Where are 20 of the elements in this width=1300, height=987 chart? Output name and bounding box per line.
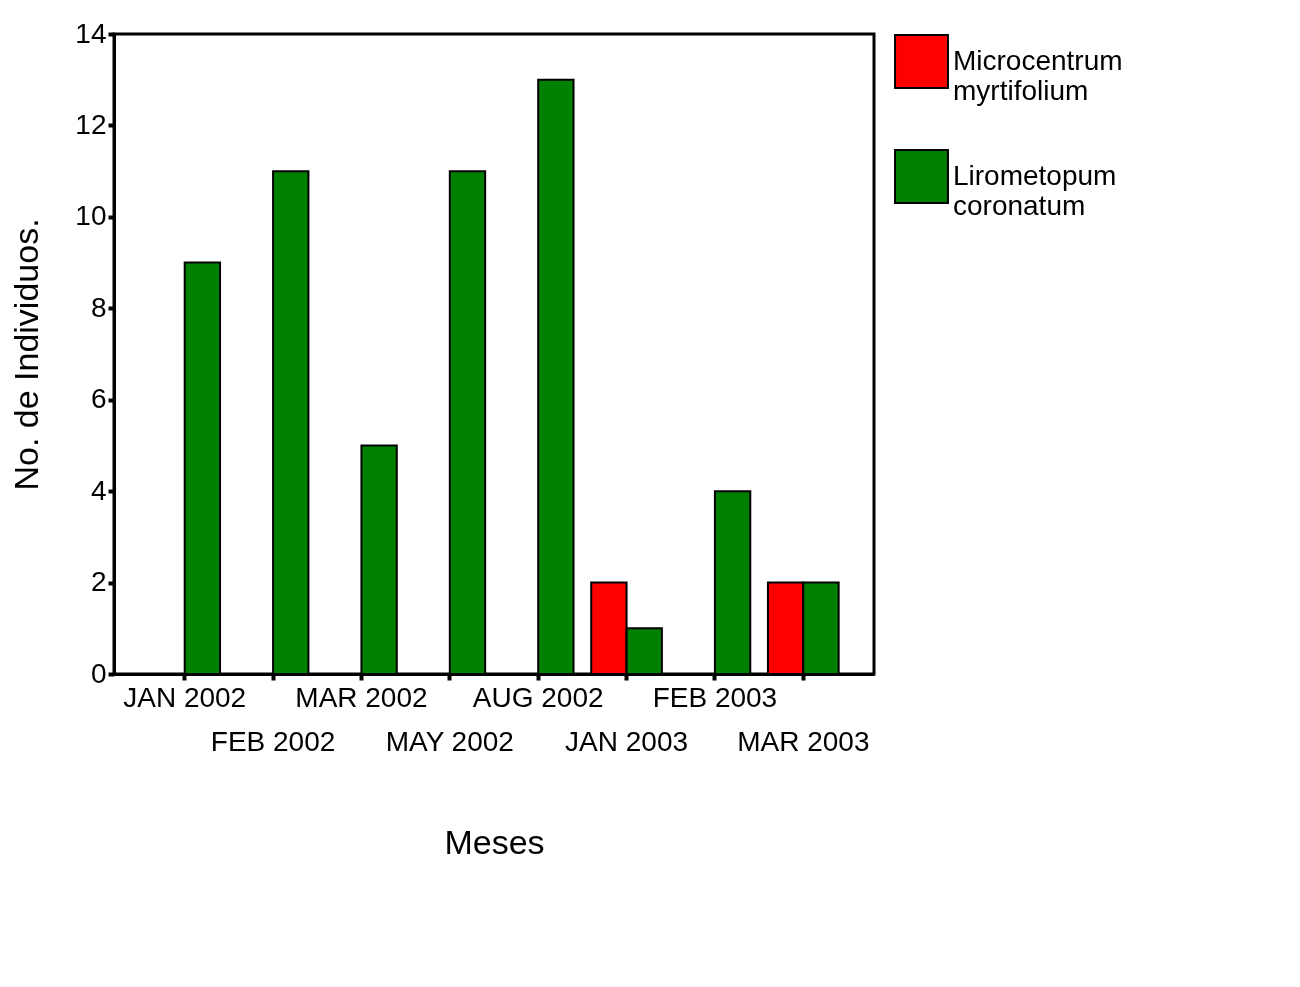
legend-label: Microcentrum myrtifolium [953, 44, 1123, 106]
x-axis-title: Meses [444, 822, 545, 861]
legend-label: Lirometopum coronatum [953, 159, 1117, 221]
x-tick-label: JAN 2003 [565, 725, 689, 757]
y-tick-label: 4 [90, 474, 107, 506]
x-tick-label: FEB 2002 [210, 725, 336, 757]
y-tick-label: 12 [75, 108, 107, 140]
y-tick-label: 10 [75, 200, 107, 232]
y-tick-label: 8 [90, 291, 107, 323]
y-axis-title: No. de Individuos. [7, 218, 46, 491]
x-tick-label: MAY 2002 [385, 725, 514, 757]
x-tick-label: MAR 2002 [295, 681, 428, 713]
x-tick-label: JAN 2002 [123, 681, 247, 713]
x-tick-label: FEB 2003 [652, 681, 778, 713]
y-tick-label: 6 [90, 383, 107, 415]
x-tick-label: AUG 2002 [472, 681, 604, 713]
y-tick-label: 14 [75, 17, 107, 49]
y-tick-label: 2 [90, 566, 107, 598]
y-tick-label: 0 [90, 657, 107, 689]
x-tick-label: MAR 2003 [737, 725, 870, 757]
